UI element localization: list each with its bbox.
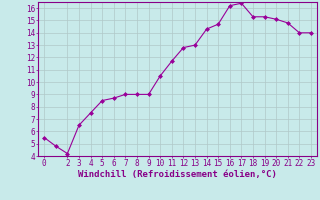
X-axis label: Windchill (Refroidissement éolien,°C): Windchill (Refroidissement éolien,°C) [78,170,277,179]
